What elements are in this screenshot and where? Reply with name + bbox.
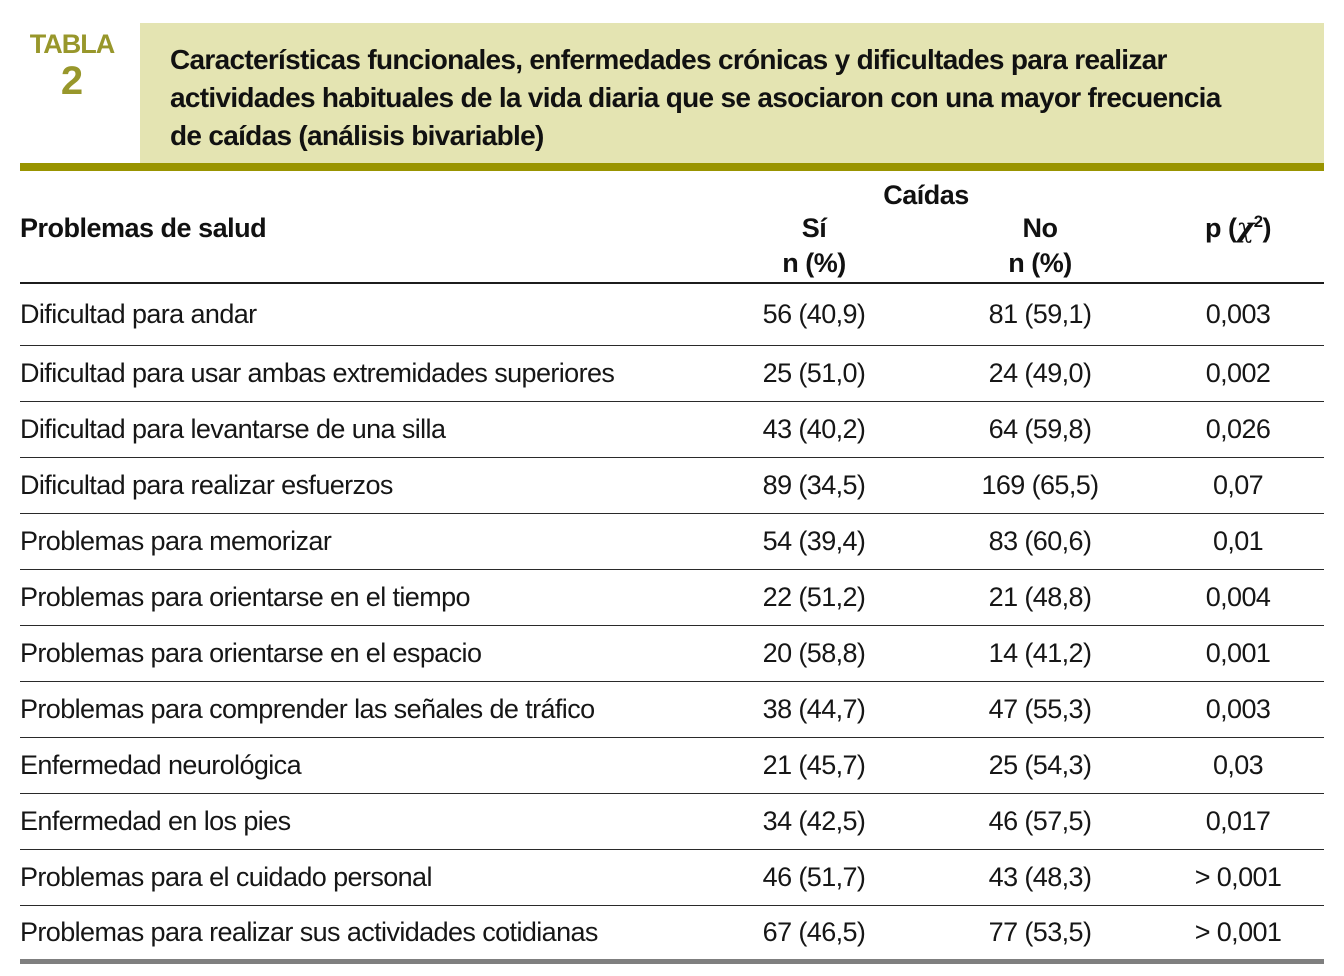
bivariate-analysis-table: Caídas Problemas de salud Sí No p (χ2) n… xyxy=(20,180,1325,964)
cell-si: 46 (51,7) xyxy=(700,849,928,906)
title-line-3: de caídas (análisis bivariable) xyxy=(170,120,544,151)
olive-divider-rule xyxy=(20,163,1324,171)
cell-si: 21 (45,7) xyxy=(700,737,928,794)
row-label: Problemas para el cuidado personal xyxy=(20,849,700,906)
table-row: Dificultad para usar ambas extremidades … xyxy=(20,345,1325,402)
row-label: Problemas para comprender las señales de… xyxy=(20,681,700,738)
cell-si: 38 (44,7) xyxy=(700,681,928,738)
cell-p: 0,003 xyxy=(1152,283,1325,346)
column-subheader-no-n-pct: n (%) xyxy=(928,245,1153,284)
cell-p: 0,002 xyxy=(1152,345,1325,402)
cell-no: 83 (60,6) xyxy=(928,513,1153,570)
row-label: Problemas para realizar sus actividades … xyxy=(20,905,700,964)
row-label: Problemas para orientarse en el espacio xyxy=(20,625,700,682)
empty-cell xyxy=(20,245,700,284)
column-group-header-caidas: Caídas xyxy=(883,180,969,210)
cell-p: 0,017 xyxy=(1152,793,1325,850)
cell-no: 25 (54,3) xyxy=(928,737,1153,794)
table-header: Caídas Problemas de salud Sí No p (χ2) n… xyxy=(20,180,1325,284)
row-label: Dificultad para andar xyxy=(20,283,700,346)
cell-si: 43 (40,2) xyxy=(700,401,928,458)
cell-p: 0,001 xyxy=(1152,625,1325,682)
cell-si: 22 (51,2) xyxy=(700,569,928,626)
column-header-si: Sí xyxy=(801,212,827,243)
cell-si: 56 (40,9) xyxy=(700,283,928,346)
table-row: Problemas para comprender las señales de… xyxy=(20,681,1325,738)
cell-p: 0,07 xyxy=(1152,457,1325,514)
row-label: Enfermedad en los pies xyxy=(20,793,700,850)
row-label: Dificultad para realizar esfuerzos xyxy=(20,457,700,514)
table-row: Enfermedad neurológica 21 (45,7) 25 (54,… xyxy=(20,737,1325,794)
cell-no: 43 (48,3) xyxy=(928,849,1153,906)
column-header-problemas: Problemas de salud xyxy=(20,212,267,243)
cell-no: 46 (57,5) xyxy=(928,793,1153,850)
cell-no: 21 (48,8) xyxy=(928,569,1153,626)
title-line-1: Características funcionales, enfermedade… xyxy=(170,44,1167,75)
table-title-box: Características funcionales, enfermedade… xyxy=(140,23,1324,163)
cell-no: 24 (49,0) xyxy=(928,345,1153,402)
cell-p: 0,03 xyxy=(1152,737,1325,794)
cell-p: > 0,001 xyxy=(1152,905,1325,964)
chi-exponent: 2 xyxy=(1253,211,1263,231)
table-row: Dificultad para realizar esfuerzos 89 (3… xyxy=(20,457,1325,514)
cell-p: 0,003 xyxy=(1152,681,1325,738)
table-row: Problemas para realizar sus actividades … xyxy=(20,905,1325,964)
cell-si: 54 (39,4) xyxy=(700,513,928,570)
cell-no: 81 (59,1) xyxy=(928,283,1153,346)
cell-si: 34 (42,5) xyxy=(700,793,928,850)
table-number-badge: TABLA 2 xyxy=(26,29,118,103)
row-label: Dificultad para levantarse de una silla xyxy=(20,401,700,458)
table-row: Problemas para orientarse en el tiempo 2… xyxy=(20,569,1325,626)
cell-si: 89 (34,5) xyxy=(700,457,928,514)
cell-no: 64 (59,8) xyxy=(928,401,1153,458)
table-row: Dificultad para andar 56 (40,9) 81 (59,1… xyxy=(20,283,1325,346)
title-line-2: actividades habituales de la vida diaria… xyxy=(170,82,1221,113)
table-row: Enfermedad en los pies 34 (42,5) 46 (57,… xyxy=(20,793,1325,850)
cell-si: 25 (51,0) xyxy=(700,345,928,402)
column-header-no: No xyxy=(1022,212,1059,243)
table-row: Dificultad para levantarse de una silla … xyxy=(20,401,1325,458)
row-label: Problemas para orientarse en el tiempo xyxy=(20,569,700,626)
column-header-p-chi2: p (χ2) xyxy=(1152,211,1324,245)
table-row: Problemas para orientarse en el espacio … xyxy=(20,625,1325,682)
p-header-prefix: p ( xyxy=(1204,212,1237,243)
cell-p: 0,026 xyxy=(1152,401,1325,458)
p-header-suffix: ) xyxy=(1262,212,1272,243)
badge-label: TABLA xyxy=(29,29,115,59)
cell-si: 20 (58,8) xyxy=(700,625,928,682)
table-row: Problemas para el cuidado personal 46 (5… xyxy=(20,849,1325,906)
cell-no: 77 (53,5) xyxy=(928,905,1153,964)
row-label: Enfermedad neurológica xyxy=(20,737,700,794)
cell-p: 0,004 xyxy=(1152,569,1325,626)
cell-p: 0,01 xyxy=(1152,513,1325,570)
row-label: Dificultad para usar ambas extremidades … xyxy=(20,345,700,402)
cell-no: 169 (65,5) xyxy=(928,457,1153,514)
empty-cell xyxy=(20,180,700,211)
row-label: Problemas para memorizar xyxy=(20,513,700,570)
table-row: Problemas para memorizar 54 (39,4) 83 (6… xyxy=(20,513,1325,570)
empty-cell xyxy=(1152,180,1324,211)
cell-p: > 0,001 xyxy=(1152,849,1325,906)
chi-symbol: χ xyxy=(1236,212,1254,244)
column-subheader-si-n-pct: n (%) xyxy=(700,245,928,284)
cell-si: 67 (46,5) xyxy=(700,905,928,964)
table-body: Dificultad para andar 56 (40,9) 81 (59,1… xyxy=(20,283,1325,964)
empty-cell xyxy=(1152,245,1325,284)
cell-no: 47 (55,3) xyxy=(928,681,1153,738)
cell-no: 14 (41,2) xyxy=(928,625,1153,682)
badge-number: 2 xyxy=(60,59,84,103)
